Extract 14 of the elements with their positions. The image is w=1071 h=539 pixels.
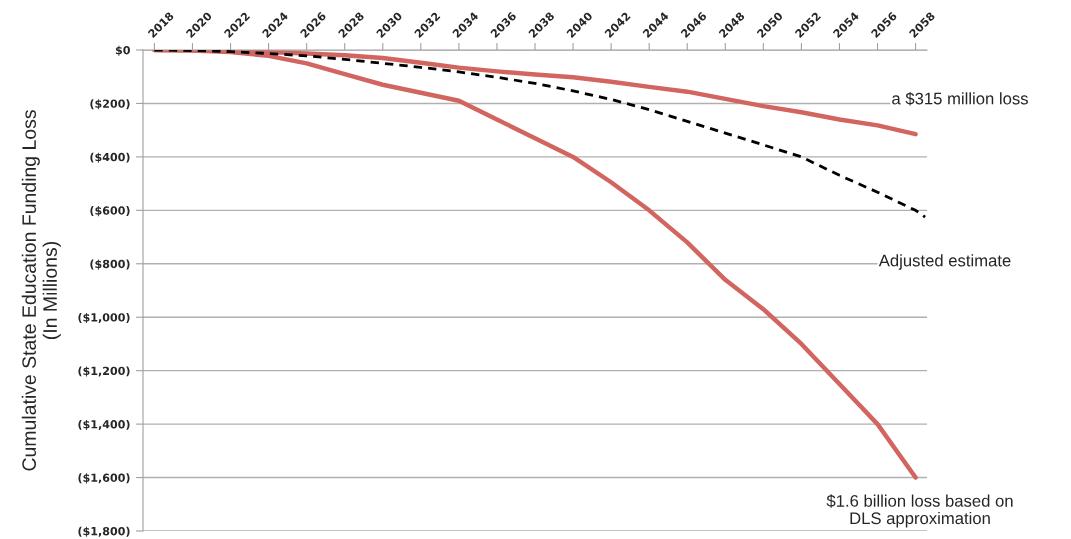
annotation: $1.6 billion loss based on DLS approximation [826, 494, 1013, 528]
y-tick-label: ($800) [90, 259, 130, 270]
y-tick-label: $0 [115, 45, 130, 56]
y-tick-label: ($1,000) [78, 313, 130, 324]
y-tick-label: ($400) [90, 152, 130, 163]
y-tick-label: ($1,200) [78, 366, 130, 377]
annotation: Adjusted estimate [878, 254, 1011, 270]
y-axis-title: Cumulative State Education Funding Loss (In Millions) [21, 110, 61, 471]
y-tick-label: ($1,600) [78, 473, 130, 484]
y-tick-label: ($200) [90, 99, 130, 110]
y-tick-label: ($1,400) [78, 419, 130, 430]
y-tick-label: ($600) [90, 206, 130, 217]
y-tick-label: ($1,800) [78, 526, 130, 537]
annotation: a $315 million loss [892, 91, 1028, 106]
